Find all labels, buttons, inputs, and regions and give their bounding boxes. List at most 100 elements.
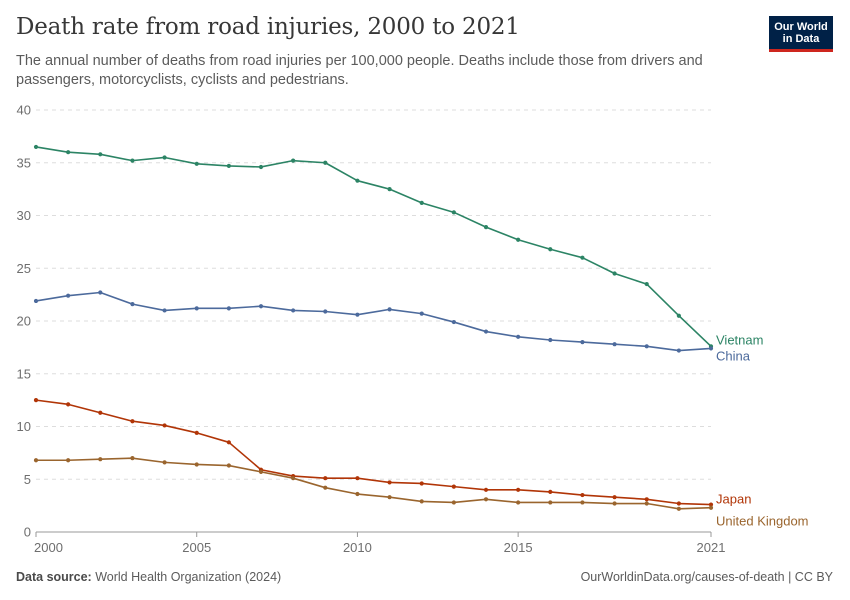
chart-subtitle: The annual number of deaths from road in…	[16, 53, 703, 88]
data-point-china[interactable]	[291, 308, 296, 313]
series-line-vietnam[interactable]	[35, 146, 712, 347]
data-point-china[interactable]	[98, 290, 103, 295]
series-line-china[interactable]	[35, 291, 712, 352]
data-point-united-kingdom[interactable]	[516, 500, 521, 505]
data-point-japan[interactable]	[612, 495, 617, 500]
data-point-china[interactable]	[162, 308, 167, 313]
data-point-united-kingdom[interactable]	[708, 505, 714, 510]
data-point-vietnam[interactable]	[644, 281, 649, 287]
data-point-china[interactable]	[226, 306, 231, 311]
data-point-vietnam[interactable]	[676, 313, 681, 318]
data-point-china[interactable]	[419, 311, 424, 316]
data-point-china[interactable]	[451, 319, 456, 325]
data-point-china[interactable]	[516, 334, 521, 339]
data-point-china[interactable]	[676, 348, 681, 353]
data-point-japan[interactable]	[226, 440, 231, 445]
data-point-japan[interactable]	[98, 410, 103, 415]
data-point-united-kingdom[interactable]	[291, 476, 296, 481]
data-point-japan[interactable]	[644, 497, 649, 502]
data-point-united-kingdom[interactable]	[130, 456, 135, 461]
data-point-china[interactable]	[130, 302, 135, 307]
data-point-united-kingdom[interactable]	[483, 497, 489, 502]
data-point-vietnam[interactable]	[548, 247, 553, 252]
data-point-vietnam[interactable]	[130, 158, 135, 163]
data-point-united-kingdom[interactable]	[98, 457, 103, 462]
data-point-china[interactable]	[580, 340, 585, 345]
data-point-united-kingdom[interactable]	[580, 500, 585, 505]
source-url-link[interactable]: OurWorldinData.org/causes-of-death | CC …	[580, 570, 833, 584]
data-point-united-kingdom[interactable]	[66, 458, 71, 463]
data-point-united-kingdom[interactable]	[451, 500, 456, 505]
data-point-china[interactable]	[323, 309, 328, 314]
data-point-china[interactable]	[258, 304, 264, 309]
y-tick-label: 10	[17, 419, 31, 434]
data-point-vietnam[interactable]	[194, 161, 199, 166]
data-point-united-kingdom[interactable]	[194, 462, 199, 467]
grid-lines	[36, 109, 711, 480]
data-point-vietnam[interactable]	[419, 200, 424, 205]
data-point-china[interactable]	[194, 306, 199, 311]
data-point-vietnam[interactable]	[258, 164, 264, 170]
data-source-label: Data source:	[16, 570, 92, 584]
data-point-japan[interactable]	[516, 487, 521, 492]
data-point-china[interactable]	[644, 344, 649, 349]
data-point-china[interactable]	[612, 342, 617, 347]
data-point-japan[interactable]	[419, 481, 424, 486]
data-point-japan[interactable]	[130, 419, 135, 424]
data-point-japan[interactable]	[66, 402, 71, 407]
data-point-united-kingdom[interactable]	[226, 463, 231, 468]
data-point-china[interactable]	[33, 298, 39, 304]
data-point-united-kingdom[interactable]	[355, 491, 360, 497]
y-tick-label: 0	[24, 525, 31, 540]
data-point-united-kingdom[interactable]	[323, 485, 328, 490]
data-point-vietnam[interactable]	[516, 237, 521, 242]
data-point-japan[interactable]	[162, 423, 167, 428]
data-point-vietnam[interactable]	[33, 144, 39, 150]
data-point-japan[interactable]	[33, 398, 39, 403]
data-point-china[interactable]	[66, 293, 71, 298]
data-point-united-kingdom[interactable]	[419, 499, 424, 504]
data-point-vietnam[interactable]	[323, 160, 328, 165]
data-point-united-kingdom[interactable]	[258, 469, 264, 474]
data-point-vietnam[interactable]	[226, 163, 231, 169]
owid-logo[interactable]: Our World in Data	[769, 16, 833, 52]
data-point-vietnam[interactable]	[483, 225, 489, 230]
series-lines[interactable]	[33, 144, 714, 511]
data-point-japan[interactable]	[451, 484, 456, 489]
data-point-japan[interactable]	[483, 487, 489, 492]
data-point-japan[interactable]	[387, 480, 392, 485]
data-point-vietnam[interactable]	[387, 187, 392, 192]
data-point-japan[interactable]	[194, 430, 199, 435]
data-point-china[interactable]	[387, 307, 392, 312]
data-point-united-kingdom[interactable]	[162, 460, 167, 465]
data-point-japan[interactable]	[548, 489, 553, 495]
data-point-united-kingdom[interactable]	[612, 501, 617, 506]
data-point-china[interactable]	[483, 329, 489, 334]
data-point-united-kingdom[interactable]	[644, 501, 649, 506]
data-point-china[interactable]	[708, 346, 714, 351]
data-point-japan[interactable]	[323, 476, 328, 481]
data-point-united-kingdom[interactable]	[548, 500, 553, 505]
data-point-japan[interactable]	[708, 502, 714, 507]
data-point-united-kingdom[interactable]	[33, 458, 39, 463]
data-point-vietnam[interactable]	[291, 158, 296, 163]
series-line-united-kingdom[interactable]	[36, 457, 712, 510]
data-point-vietnam[interactable]	[580, 255, 585, 260]
data-point-vietnam[interactable]	[355, 178, 360, 183]
data-point-china[interactable]	[355, 312, 360, 317]
y-tick-label: 15	[17, 366, 31, 381]
data-point-vietnam[interactable]	[612, 271, 617, 276]
data-point-vietnam[interactable]	[451, 210, 456, 215]
data-point-japan[interactable]	[355, 476, 360, 481]
data-point-united-kingdom[interactable]	[387, 495, 392, 500]
x-tick-label: 2005	[182, 540, 211, 555]
series-line-japan[interactable]	[35, 399, 712, 506]
data-point-vietnam[interactable]	[66, 150, 71, 155]
data-point-china[interactable]	[548, 337, 553, 343]
data-point-japan[interactable]	[580, 492, 585, 498]
data-point-japan[interactable]	[676, 501, 681, 506]
data-point-united-kingdom[interactable]	[676, 506, 681, 511]
data-point-vietnam[interactable]	[98, 152, 103, 157]
data-point-vietnam[interactable]	[162, 155, 167, 160]
